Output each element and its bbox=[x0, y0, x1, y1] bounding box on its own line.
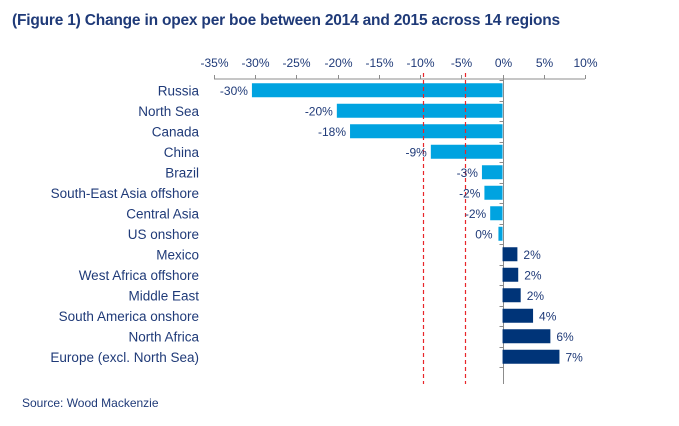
data-label: 2% bbox=[523, 248, 541, 262]
labels: Russia -30% North Sea -20% Canada -18% China -9… bbox=[50, 83, 583, 365]
x-tick-label: -5% bbox=[451, 56, 473, 70]
bar-us-onshore bbox=[498, 226, 503, 241]
chart-title: (Figure 1) Change in opex per boe betwee… bbox=[12, 12, 560, 29]
category-label: Canada bbox=[152, 124, 200, 139]
x-tick-label: -30% bbox=[241, 56, 269, 70]
category-label: Mexico bbox=[156, 247, 199, 262]
data-label: -2% bbox=[465, 207, 487, 221]
bar-south-east-asia-offshore bbox=[484, 185, 503, 200]
bar-china bbox=[430, 144, 503, 159]
category-label: North Africa bbox=[128, 329, 199, 344]
x-tick-label: -20% bbox=[324, 56, 352, 70]
data-label: -9% bbox=[405, 145, 427, 159]
reference-lines bbox=[422, 73, 467, 384]
x-tick-label: -10% bbox=[406, 56, 434, 70]
data-label: 2% bbox=[527, 289, 545, 303]
source-note: Source: Wood Mackenzie bbox=[22, 396, 159, 410]
bar-europe-excl-north-sea bbox=[502, 349, 560, 364]
category-label: South America onshore bbox=[59, 309, 199, 324]
x-tick-label: 0% bbox=[495, 56, 513, 70]
x-tick-label: -25% bbox=[282, 56, 310, 70]
data-label: -20% bbox=[305, 104, 333, 118]
bar-canada bbox=[350, 124, 503, 139]
bar-russia bbox=[251, 83, 503, 98]
data-label: -18% bbox=[318, 125, 346, 139]
category-label: Central Asia bbox=[126, 206, 199, 221]
data-label: 2% bbox=[524, 268, 542, 282]
category-label: West Africa offshore bbox=[79, 268, 199, 283]
x-tick-label: -15% bbox=[365, 56, 393, 70]
category-label: Brazil bbox=[165, 165, 199, 180]
category-label: South-East Asia offshore bbox=[51, 186, 199, 201]
bar-middle-east bbox=[502, 288, 521, 303]
category-label: Middle East bbox=[128, 288, 199, 303]
bar-south-america-onshore bbox=[502, 308, 534, 323]
data-label: 7% bbox=[565, 350, 583, 364]
x-tick-label: 5% bbox=[536, 56, 554, 70]
bar-brazil bbox=[481, 165, 503, 180]
data-label: 4% bbox=[539, 309, 557, 323]
category-label: Europe (excl. North Sea) bbox=[50, 350, 199, 365]
category-label: US onshore bbox=[128, 227, 199, 242]
data-label: -2% bbox=[459, 186, 481, 200]
bar-central-asia bbox=[490, 206, 503, 221]
x-tick-label: 10% bbox=[573, 56, 597, 70]
category-label: China bbox=[164, 145, 200, 160]
data-label: 0% bbox=[475, 227, 493, 241]
bar-north-africa bbox=[502, 329, 551, 344]
data-label: -30% bbox=[220, 84, 248, 98]
data-label: -3% bbox=[457, 166, 479, 180]
bar-mexico bbox=[502, 247, 518, 262]
category-label: Russia bbox=[158, 83, 200, 98]
bar-north-sea bbox=[336, 103, 503, 118]
bars bbox=[251, 83, 560, 364]
category-label: North Sea bbox=[138, 104, 199, 119]
x-tick-label: -35% bbox=[200, 56, 228, 70]
data-label: 6% bbox=[556, 330, 574, 344]
bar-west-africa-offshore bbox=[502, 267, 519, 282]
